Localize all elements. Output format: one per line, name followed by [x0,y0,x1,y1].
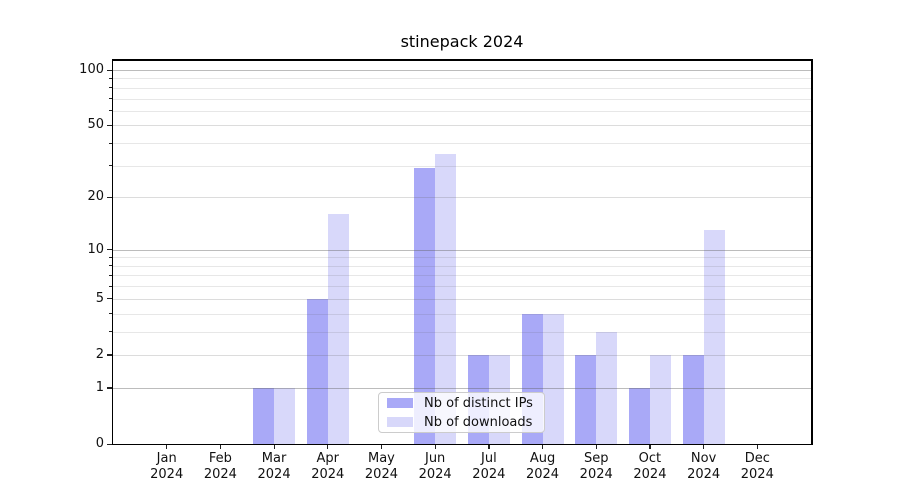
bar-downloads [596,331,618,444]
plot-area [113,60,811,444]
x-tick-mark [488,445,490,449]
gridline-minor [113,331,811,333]
x-tick-mark [703,445,705,449]
y-tick-label: 2 [95,346,104,362]
x-tick-mark [542,445,544,449]
x-tick-mark [166,445,168,449]
x-tick-mark [380,445,383,449]
y-minor-tick-mark [109,142,112,144]
y-minor-tick-mark [109,110,112,112]
x-tick-mark [649,445,651,449]
legend: Nb of distinct IPs Nb of downloads [378,392,545,433]
x-tick-label: Jun 2024 [418,451,452,482]
x-tick-mark [595,445,597,449]
legend-label-distinct-ips: Nb of distinct IPs [424,395,533,411]
y-tick-label: 1 [95,379,104,395]
x-tick-label: Feb 2024 [203,451,237,482]
gridline-minor [113,275,811,277]
x-tick-label: Oct 2024 [633,451,667,482]
top-spine [111,59,813,61]
bar-downloads [327,214,349,444]
gridline-minor [113,313,811,315]
bar-distinct-ips [306,298,328,444]
x-tick-label: Sep 2024 [579,451,613,482]
y-minor-tick-mark [109,331,112,333]
y-minor-tick-mark [109,165,112,167]
y-tick-label: 0 [95,436,104,451]
y-minor-tick-mark [109,77,112,79]
y-tick-label: 20 [87,189,104,205]
bar-distinct-ips [682,354,704,444]
chart-title: stinepack 2024 [400,32,524,51]
y-tick-label: 100 [79,62,104,77]
bar-downloads [649,354,671,444]
x-tick-label: Mar 2024 [257,451,291,482]
x-tick-mark [327,445,329,449]
bar-distinct-ips [414,168,436,444]
y-minor-tick-mark [109,87,112,89]
x-tick-label: May 2024 [364,451,398,482]
gridline-major [113,354,811,356]
y-tick-mark [107,196,112,198]
gridline-minor [113,110,811,112]
x-tick-label: Jul 2024 [472,451,506,482]
y-minor-tick-mark [109,313,112,315]
y-tick-mark [107,354,112,356]
y-tick-mark [107,69,112,71]
gridline-minor [113,87,811,89]
y-minor-tick-mark [109,285,112,287]
x-tick-mark [219,445,222,449]
x-tick-label: Apr 2024 [311,451,345,482]
legend-entry-downloads: Nb of downloads [387,414,536,430]
bar-downloads [542,313,564,444]
y-tick-mark [107,298,112,300]
y-minor-tick-mark [109,274,112,276]
gridline-minor [113,286,811,288]
x-tick-mark [756,445,758,449]
bar-downloads [435,153,457,444]
gridline-minor [113,143,811,145]
bar-distinct-ips [628,387,650,444]
y-tick-mark [107,124,112,127]
gridline-major [113,387,811,389]
y-tick-label: 50 [87,117,104,133]
gridline-minor [113,265,811,267]
x-tick-label: Aug 2024 [525,451,560,482]
y-tick-label: 10 [87,241,104,257]
y-minor-tick-mark [109,265,112,267]
y-tick-label: 5 [95,290,104,306]
y-tick-mark [107,387,112,389]
gridline-minor [113,257,811,259]
bar-distinct-ips [253,387,275,444]
gridline-major [113,70,811,71]
gridline-major [113,125,811,127]
y-tick-mark [107,249,112,251]
gridline-major [113,298,811,300]
x-tick-label: Nov 2024 [687,451,721,482]
gridline-minor [113,78,811,80]
x-tick-mark [273,445,275,449]
legend-entry-distinct-ips: Nb of distinct IPs [387,395,536,411]
legend-label-downloads: Nb of downloads [424,414,533,430]
x-tick-label: Jan 2024 [150,451,184,482]
bar-downloads [703,230,725,444]
y-tick-mark [107,443,112,445]
gridline-major [113,249,811,251]
y-minor-tick-mark [109,256,112,258]
x-tick-label: Dec 2024 [740,451,774,482]
legend-swatch-downloads [387,417,413,427]
legend-swatch-distinct-ips [387,398,413,408]
bar-downloads [274,387,296,444]
right-spine [811,59,813,445]
gridline-major [113,197,811,199]
gridline-minor [113,165,811,167]
gridline-minor [113,98,811,100]
x-tick-mark [434,445,436,449]
bottom-spine [111,443,813,445]
left-spine [111,59,113,445]
y-minor-tick-mark [109,98,112,100]
bar-distinct-ips [575,354,597,444]
